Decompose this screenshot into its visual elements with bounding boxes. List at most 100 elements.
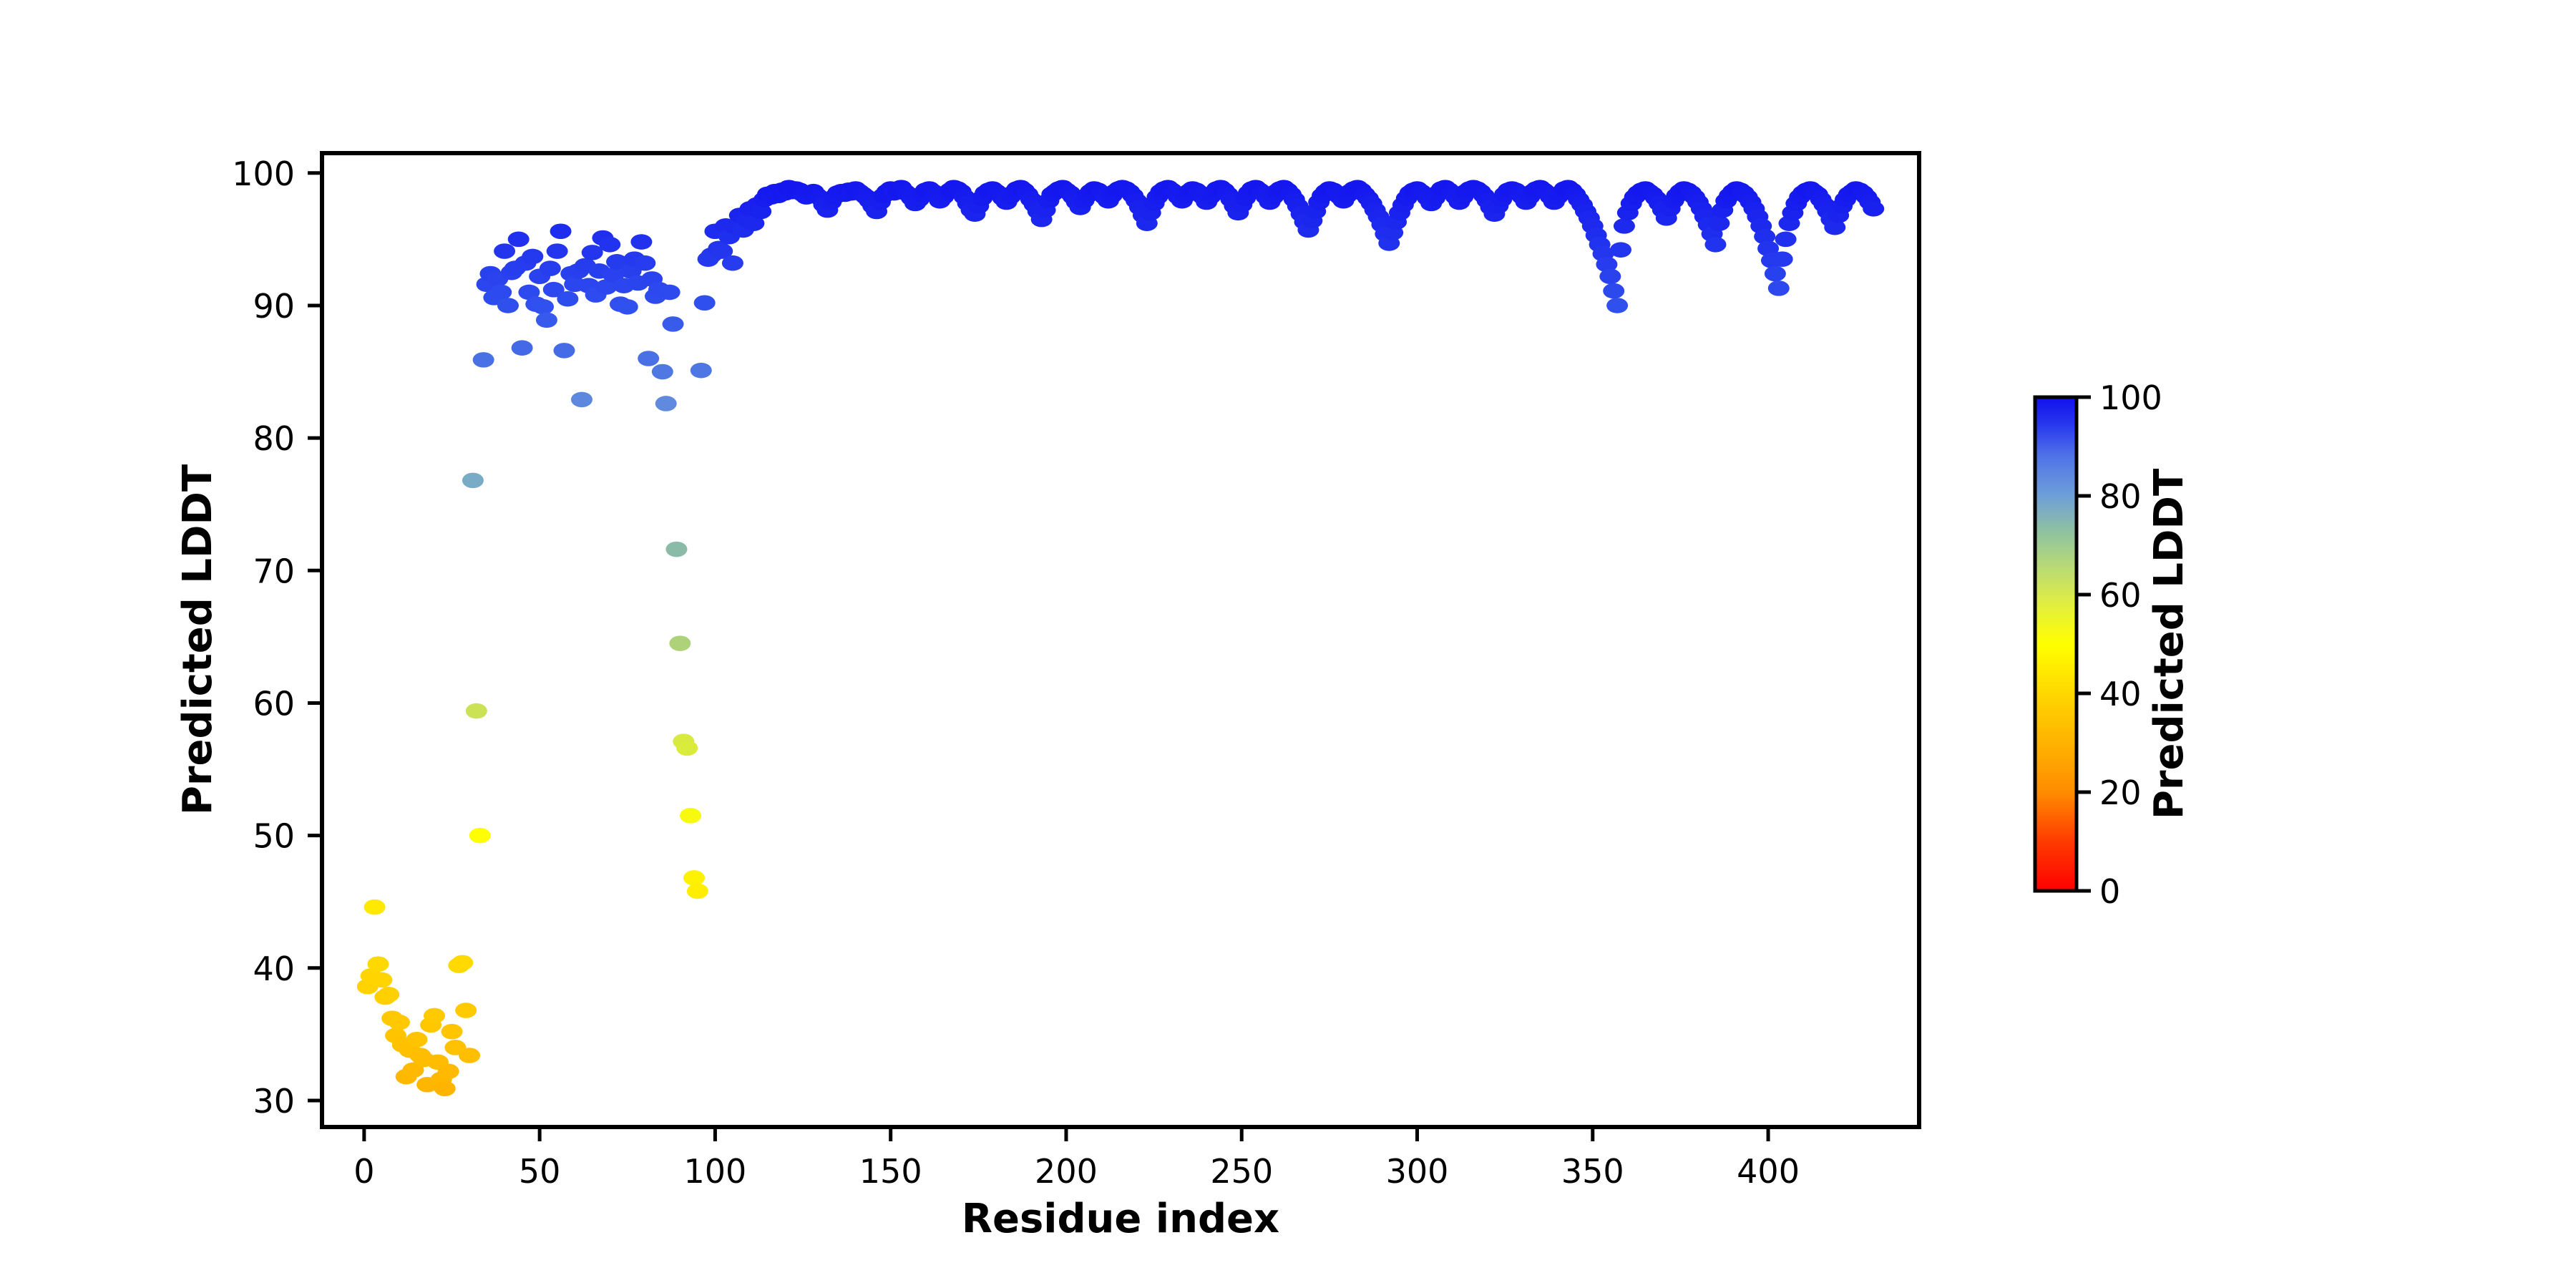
scatter-point: [581, 245, 603, 260]
scatter-point: [1603, 283, 1625, 299]
scatter-point: [1863, 200, 1885, 217]
colorbar: 100 80 60 40 20 0 Predicted LDDT: [2033, 379, 2192, 911]
colorbar-ticks: 100 80 60 40 20 0: [2077, 379, 2162, 911]
scatter-point: [434, 1080, 456, 1097]
scatter-point: [662, 316, 684, 332]
y-axis-title: Predicted LDDT: [175, 464, 221, 815]
scatter-point: [651, 364, 673, 380]
scatter-point: [497, 298, 519, 313]
colorbar-tick-label: 60: [2099, 576, 2142, 615]
scatter-point: [455, 1002, 477, 1018]
scatter-point: [469, 827, 491, 844]
scatter-point: [423, 1008, 445, 1024]
scatter-point: [437, 1063, 459, 1080]
scatter-point: [535, 312, 557, 328]
scatter-point: [690, 362, 712, 379]
colorbar-tick-label: 100: [2099, 379, 2162, 417]
y-tick-label: 100: [232, 155, 295, 193]
scatter-point: [571, 391, 593, 408]
scatter-point: [388, 1014, 410, 1030]
colorbar-tick-label: 20: [2099, 774, 2142, 812]
scatter-point: [686, 883, 708, 899]
y-tick-label: 50: [253, 817, 295, 856]
y-tick-label: 40: [253, 950, 295, 988]
scatter-point: [452, 955, 474, 971]
plot-area-background: [322, 153, 1919, 1127]
scatter-point: [750, 203, 772, 220]
scatter-point: [441, 1023, 463, 1040]
scatter-point: [364, 899, 386, 915]
x-tick-label: 200: [1035, 1152, 1098, 1191]
scatter-point: [367, 956, 389, 972]
scatter-point: [721, 255, 743, 271]
scatter-point: [1596, 256, 1618, 273]
scatter-point: [711, 243, 733, 259]
scatter-point: [1775, 231, 1797, 248]
y-tick-label: 80: [253, 419, 295, 458]
colorbar-frame: [2033, 395, 2079, 893]
scatter-point: [658, 284, 680, 301]
axes-frame: [320, 151, 1921, 1129]
scatter-point: [490, 284, 512, 301]
scatter-point: [518, 284, 540, 301]
scatter-point: [1606, 298, 1629, 313]
scatter-point: [550, 223, 572, 240]
scatter-point: [1757, 240, 1780, 257]
scatter-point: [616, 299, 638, 315]
scatter-point: [406, 1031, 428, 1048]
y-tick-label: 30: [253, 1082, 295, 1121]
x-tick-label: 0: [353, 1152, 374, 1191]
scatter-point: [542, 281, 565, 298]
y-tick-label: 70: [253, 552, 295, 590]
scatter-point: [546, 243, 568, 259]
scatter-point: [1764, 265, 1786, 282]
x-tick-label: 300: [1386, 1152, 1449, 1191]
scatter-point: [665, 541, 688, 557]
scatter-point: [606, 254, 628, 270]
scatter-point: [680, 808, 702, 824]
scatter-point: [507, 231, 530, 248]
colorbar-gradient: [2035, 397, 2077, 891]
scatter-point: [634, 255, 656, 271]
scatter-point: [669, 635, 691, 651]
colorbar-tick-label: 80: [2099, 477, 2142, 516]
scatter-point: [1754, 228, 1776, 245]
scatter-point: [1704, 236, 1727, 253]
scatter-point: [1610, 242, 1632, 258]
y-tick-label: 90: [253, 287, 295, 326]
scatter-point: [1708, 215, 1730, 231]
scatter-point: [472, 352, 494, 368]
scatter-point: [1771, 251, 1793, 267]
scatter-point: [494, 243, 516, 259]
scatter-point: [553, 343, 575, 358]
y-tick-label: 60: [253, 684, 295, 723]
scatter-point: [1613, 218, 1635, 234]
scatter-point: [595, 279, 618, 295]
colorbar-tick-label: 0: [2099, 872, 2120, 911]
x-tick-label: 400: [1737, 1152, 1800, 1191]
scatter-point: [378, 987, 400, 1002]
scatter-point: [462, 472, 484, 489]
scatter-point: [743, 215, 765, 231]
x-axis-title: Residue index: [962, 1196, 1279, 1242]
scatter-point: [511, 340, 533, 356]
scatter-point: [655, 396, 677, 411]
scatter-point: [522, 248, 544, 265]
x-tick-label: 350: [1561, 1152, 1624, 1191]
scatter-point: [532, 299, 555, 315]
scatter-point: [676, 740, 698, 756]
scatter-point: [1599, 268, 1621, 285]
scatter-point: [638, 351, 660, 366]
x-tick-label: 50: [519, 1152, 561, 1191]
x-tick-label: 150: [859, 1152, 922, 1191]
colorbar-tick-label: 40: [2099, 675, 2142, 713]
x-axis-ticks: 0 50 100 150 200 250 300 350 400: [353, 1127, 1800, 1191]
scatter-point: [371, 972, 393, 988]
x-tick-label: 100: [684, 1152, 747, 1191]
scatter-point: [1767, 280, 1790, 296]
scatter-point: [630, 234, 653, 250]
scatter-point: [539, 260, 561, 276]
colorbar-title: Predicted LDDT: [2146, 469, 2192, 819]
